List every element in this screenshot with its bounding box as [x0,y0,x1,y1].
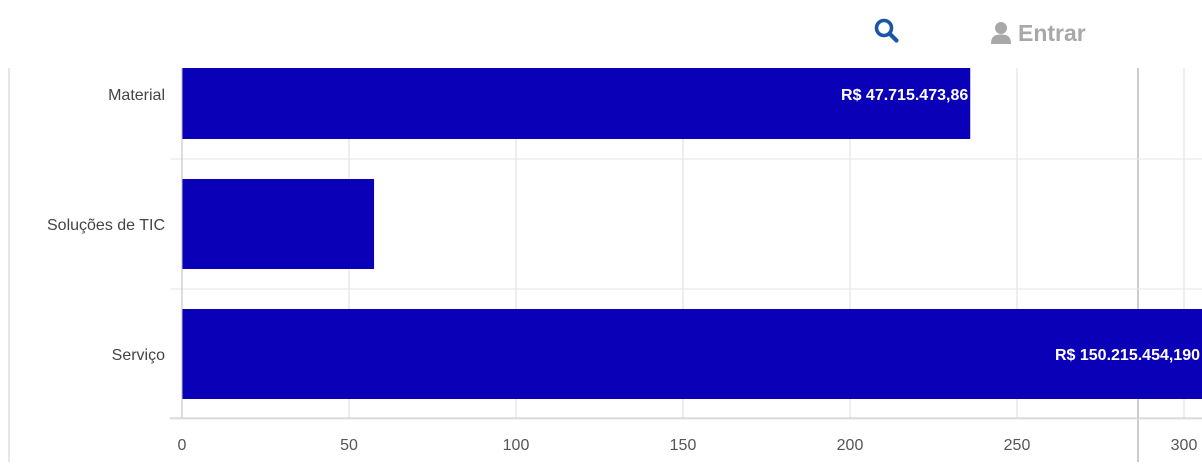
login-label: Entrar [1018,19,1086,46]
x-tick-label: 0 [178,437,187,454]
x-tick-label: 150 [670,437,697,454]
bar [182,309,1202,399]
login-button[interactable]: Entrar [990,18,1086,48]
category-label: Material [108,87,165,104]
search-button[interactable] [872,16,902,46]
bar [182,179,375,269]
x-tick-label: 100 [503,437,530,454]
x-tick-label: 300 [1171,437,1198,454]
x-tick-label: 50 [340,437,358,454]
x-tick-label: 200 [837,437,864,454]
user-icon [991,22,1011,44]
category-label: Serviço [112,347,165,364]
bar-data-label: R$ 47.715.473,86 [841,87,968,104]
top-bar: Entrar [0,0,1202,68]
x-tick-label: 250 [1004,437,1031,454]
bar-data-label: R$ 150.215.454,190 [1055,347,1200,364]
category-label: Soluções de TIC [47,217,165,234]
search-icon [874,18,899,43]
